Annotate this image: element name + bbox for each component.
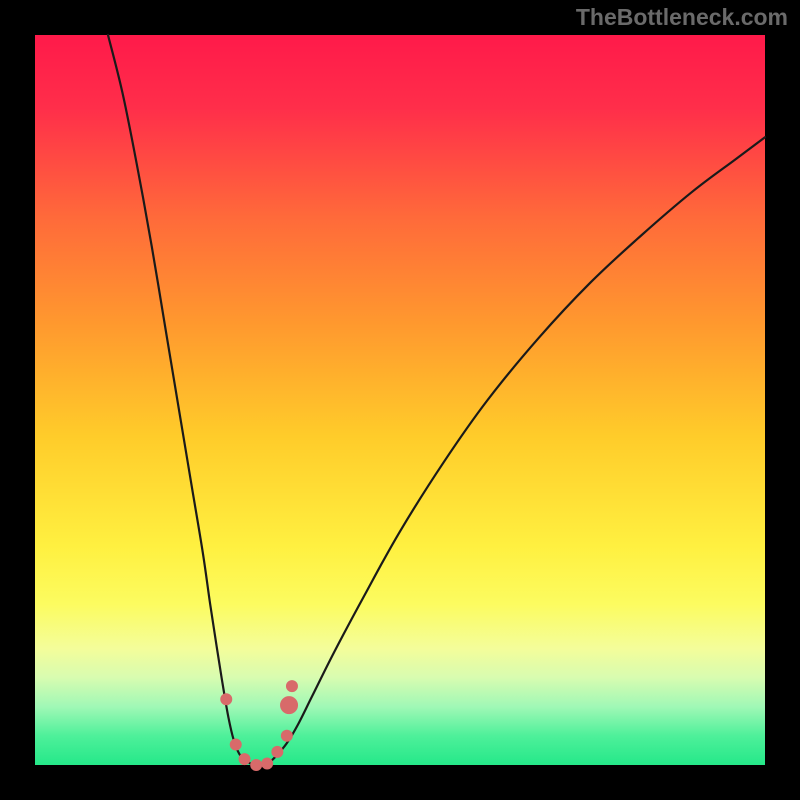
- marker-point-2: [239, 754, 250, 765]
- watermark-text: TheBottleneck.com: [576, 4, 788, 31]
- marker-point-3: [251, 760, 262, 771]
- marker-point-1: [230, 739, 241, 750]
- marker-point-7: [281, 697, 298, 714]
- marker-point-5: [272, 746, 283, 757]
- marker-point-4: [262, 758, 273, 769]
- marker-point-8: [286, 681, 297, 692]
- marker-point-0: [221, 694, 232, 705]
- marker-point-6: [281, 730, 292, 741]
- bottleneck-curve-chart: [0, 0, 800, 800]
- plot-background: [35, 35, 765, 765]
- chart-container: TheBottleneck.com: [0, 0, 800, 800]
